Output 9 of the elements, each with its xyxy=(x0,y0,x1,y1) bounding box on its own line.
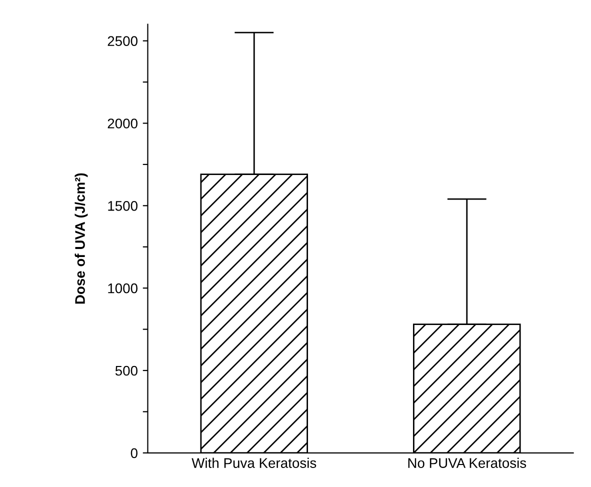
y-axis-title: Dose of UVA (J/cm²) xyxy=(74,173,88,304)
x-tick-label: With Puva Keratosis xyxy=(192,458,316,468)
y-tick-label: 500 xyxy=(115,366,138,376)
y-tick-label: 1500 xyxy=(108,201,138,211)
y-tick-label: 2000 xyxy=(108,118,138,128)
x-tick-label: No PUVA Keratosis xyxy=(408,458,526,468)
y-tick-label: 2500 xyxy=(108,36,138,46)
y-tick-label: 0 xyxy=(130,448,138,458)
y-tick-label: 1000 xyxy=(108,283,138,294)
